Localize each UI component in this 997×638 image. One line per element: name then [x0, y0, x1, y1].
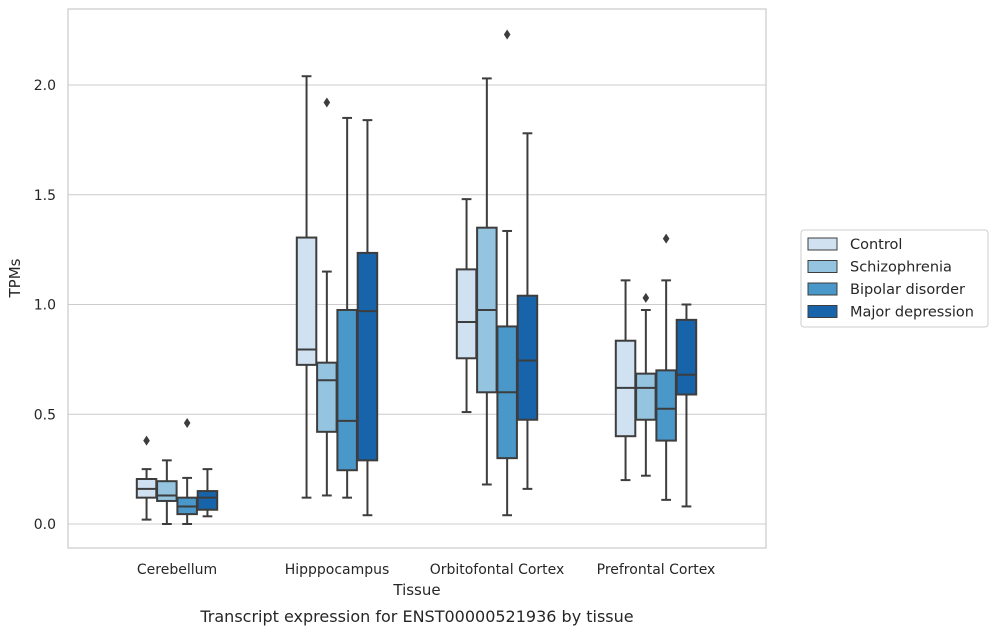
x-tick-label: Hipppocampus: [285, 562, 390, 578]
box-iqr: [295, 236, 318, 366]
y-tick-label: 0.0: [34, 517, 56, 533]
plot-layer: [135, 29, 698, 525]
box-1-1: [316, 97, 338, 497]
y-axis-label: TPMs: [6, 258, 24, 298]
box-1-2: [476, 77, 498, 486]
box-3-0: [196, 468, 219, 518]
box-3-1: [356, 119, 379, 517]
box-0-2: [455, 198, 478, 414]
x-tick-labels: Cerebellum Hipppocampus Orbitofontal Corte…: [137, 562, 715, 578]
box-3-3: [675, 303, 698, 508]
legend-label: Major depression: [850, 305, 974, 321]
outlier-point: [143, 435, 150, 446]
box-0-0: [135, 435, 158, 521]
legend-swatch: [807, 282, 838, 296]
box-iqr: [196, 490, 219, 511]
box-2-2: [496, 29, 518, 517]
grid-layer: [68, 84, 766, 525]
outlier-point: [183, 418, 191, 429]
box-2-0: [176, 418, 198, 525]
box-0-1: [295, 75, 318, 499]
box-iqr: [156, 480, 178, 502]
chart-title: Transcript expression for ENST0000052193…: [199, 607, 633, 626]
box-1-0: [156, 459, 178, 525]
legend: Control Schizophrenia Bipolar disorder Majo…: [800, 229, 989, 328]
box-iqr: [356, 251, 379, 462]
legend-label: Schizophrenia: [850, 260, 952, 276]
x-tick-label: Orbitofontal Cortex: [430, 562, 565, 578]
outlier-point: [323, 97, 331, 108]
y-tick-label: 1.0: [34, 298, 56, 314]
box-iqr: [336, 308, 358, 472]
x-axis-label: Tissue: [392, 581, 440, 599]
outlier-point: [642, 292, 650, 303]
outlier-point: [662, 233, 670, 244]
x-tick-label: Cerebellum: [137, 562, 217, 578]
legend-item: Bipolar disorder: [807, 282, 965, 298]
box-iqr: [316, 361, 338, 433]
legend-item: Control: [807, 237, 902, 253]
legend-item: Major depression: [807, 305, 974, 321]
box-iqr: [516, 294, 539, 421]
box-0-3: [614, 279, 637, 482]
box-iqr: [655, 369, 677, 442]
box-3-2: [516, 132, 539, 490]
plot-frame: [67, 8, 767, 549]
box-1-3: [635, 292, 657, 477]
x-tick-label: Prefrontal Cortex: [597, 562, 716, 578]
y-tick-label: 1.5: [34, 188, 56, 204]
legend-label: Bipolar disorder: [850, 282, 965, 298]
legend-label: Control: [850, 237, 902, 253]
outlier-point: [503, 29, 511, 40]
y-tick-label: 2.0: [34, 78, 56, 94]
legend-items: Control Schizophrenia Bipolar disorder Majo…: [807, 237, 974, 321]
legend-swatch: [807, 237, 838, 251]
box-iqr: [455, 268, 478, 360]
legend-frame: [800, 229, 989, 328]
legend-swatch: [807, 305, 838, 318]
y-tick-labels: 0.0 0.5 1.0 1.5 2.0: [34, 78, 56, 533]
box-2-1: [336, 116, 358, 499]
legend-item: Schizophrenia: [807, 260, 952, 276]
box-iqr: [675, 318, 698, 396]
box-iqr: [635, 372, 657, 421]
legend-swatch: [807, 260, 838, 273]
box-2-3: [655, 233, 677, 501]
y-tick-label: 0.5: [34, 407, 56, 423]
